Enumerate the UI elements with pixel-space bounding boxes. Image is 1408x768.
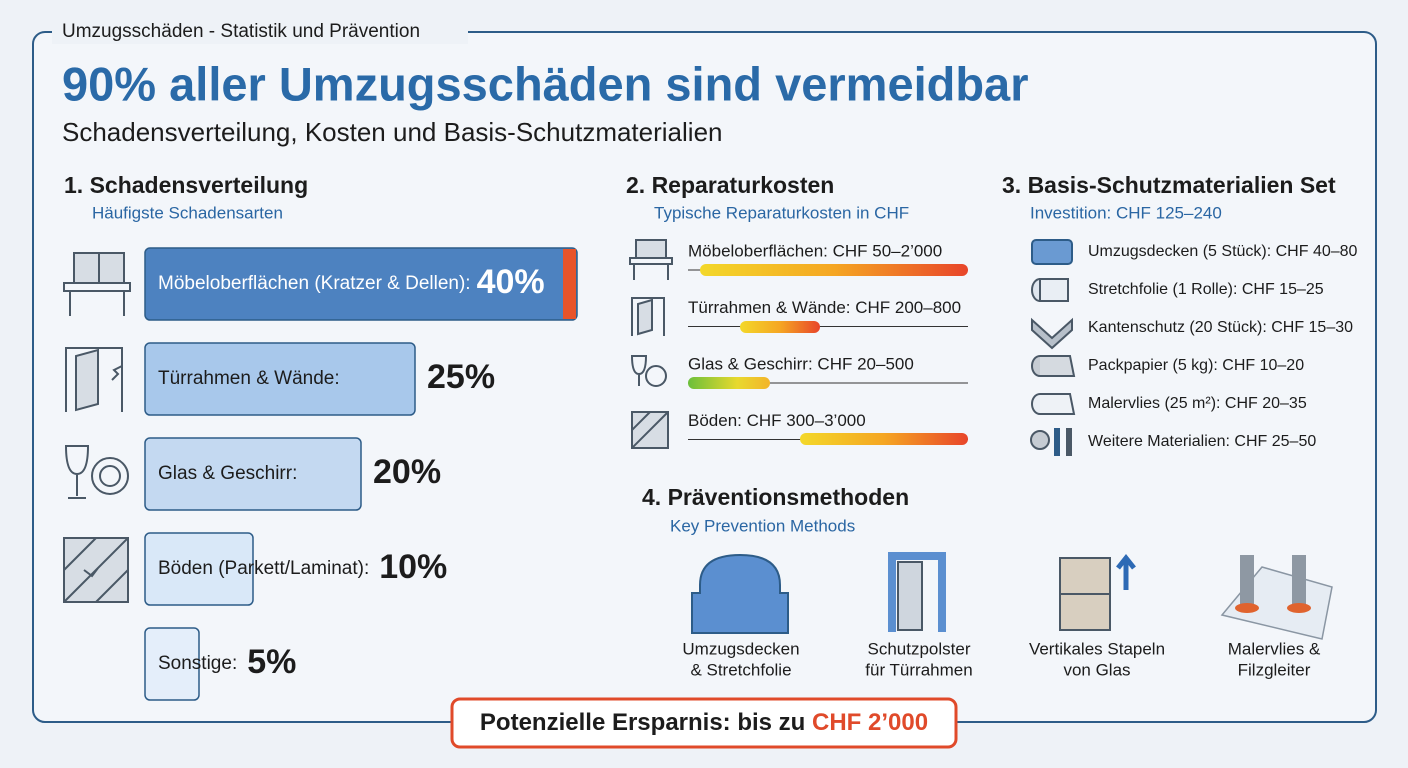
cost-item: Möbeloberflächen: CHF 50–2’000 — [688, 241, 942, 260]
prevention-label: von Glas — [1063, 660, 1130, 679]
icon-furniture — [63, 252, 131, 316]
section-subheading: Investition: CHF 125–240 — [1030, 203, 1222, 222]
savings-box — [450, 697, 958, 749]
bar — [144, 342, 416, 416]
material-item: Malervlies (25 m²): CHF 20–35 — [1088, 395, 1307, 412]
prevention-icons — [691, 552, 1333, 640]
bar-label: Möbeloberflächen (Kratzer & Dellen): — [158, 273, 471, 294]
damage-bars: Möbeloberflächen (Kratzer & Dellen): 40% T… — [144, 247, 578, 701]
header-label: Umzugsschäden - Statistik und Prävention — [62, 21, 420, 42]
prevention-label: für Türrahmen — [865, 660, 972, 679]
section-subheading: Key Prevention Methods — [670, 516, 855, 535]
material-item: Stretchfolie (1 Rolle): CHF 15–25 — [1088, 281, 1324, 298]
bar — [144, 247, 578, 321]
savings-text: Potenzielle Ersparnis: bis zu — [480, 709, 805, 736]
prevention-label: Schutzpolster — [868, 639, 971, 658]
range-bar — [800, 433, 968, 445]
prevention-label: Filzgleiter — [1238, 660, 1311, 679]
prevention-label: Malervlies & — [1228, 639, 1321, 658]
section-heading: 4. Präventionsmethoden — [642, 484, 909, 510]
material-item: Weitere Materialien: CHF 25–50 — [1088, 433, 1316, 450]
bar-label: Sonstige: — [158, 653, 237, 674]
icon-glass — [64, 445, 129, 499]
cost-icons — [629, 239, 673, 449]
savings: Potenzielle Ersparnis: bis zu CHF 2’000 — [480, 709, 928, 736]
prevention-label: Vertikales Stapeln — [1029, 639, 1165, 658]
bar-accent — [563, 249, 576, 319]
cost-item: Türrahmen & Wände: CHF 200–800 — [688, 298, 961, 317]
frame-gap — [52, 20, 468, 44]
section-heading: 3. Basis-Schutzmaterialien Set — [1002, 172, 1336, 198]
range-bar — [700, 264, 968, 276]
prevention-list: Umzugsdecken & Stretchfolie Schutzpolster f… — [682, 639, 1321, 679]
section-subheading: Häufigste Schadensarten — [92, 203, 283, 222]
material-item: Packpapier (5 kg): CHF 10–20 — [1088, 357, 1304, 374]
subtitle: Schadensverteilung, Kosten und Basis-Sch… — [62, 117, 723, 147]
bar — [144, 532, 254, 606]
section-heading: 1. Schadensverteilung — [64, 172, 308, 198]
section-heading: 2. Reparaturkosten — [626, 172, 834, 198]
range-bar — [688, 377, 770, 389]
icon-floor — [63, 537, 129, 603]
cost-item: Böden: CHF 300–3’000 — [688, 411, 866, 430]
savings-amount: CHF 2’000 — [812, 709, 928, 736]
bar — [144, 627, 200, 701]
range-bar — [740, 321, 820, 333]
prevention-label: & Stretchfolie — [690, 660, 791, 679]
bar — [144, 437, 362, 511]
bar-label: Böden (Parkett/Laminat): — [158, 558, 369, 579]
material-icons — [1030, 239, 1076, 456]
bar-value: 40% — [477, 263, 545, 301]
bar-label: Glas & Geschirr: — [158, 463, 297, 484]
icon-door — [65, 347, 123, 412]
material-item: Kantenschutz (20 Stück): CHF 15–30 — [1088, 319, 1353, 336]
title: 90% aller Umzugsschäden sind vermeidbar — [62, 57, 1028, 110]
bar-label: Türrahmen & Wände: — [158, 368, 340, 389]
material-item: Umzugsdecken (5 Stück): CHF 40–80 — [1088, 243, 1358, 260]
bar-value: 25% — [427, 358, 495, 396]
prevention-label: Umzugsdecken — [682, 639, 799, 658]
cost-list: Möbeloberflächen: CHF 50–2’000 Türrahmen … — [688, 241, 968, 440]
material-list: Umzugsdecken (5 Stück): CHF 40–80 Stretch… — [1088, 243, 1358, 450]
bar-value: 5% — [247, 643, 296, 681]
section-subheading: Typische Reparaturkosten in CHF — [654, 203, 909, 222]
bar-value: 20% — [373, 453, 441, 491]
cost-item: Glas & Geschirr: CHF 20–500 — [688, 354, 914, 373]
bar-value: 10% — [379, 548, 447, 586]
